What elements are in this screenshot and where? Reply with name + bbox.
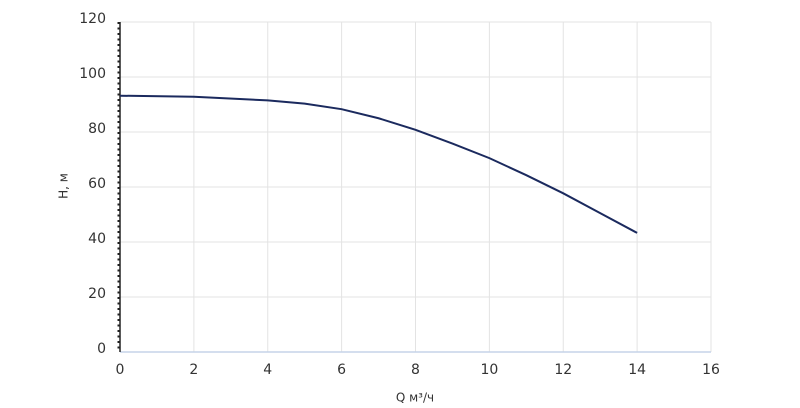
- y-tick-label: 60: [88, 176, 106, 192]
- y-tick-label: 40: [88, 231, 106, 247]
- y-tick-label: 100: [79, 66, 106, 82]
- y-axis-label: H, м: [57, 173, 71, 199]
- x-axis-label: Q м³/ч: [396, 391, 434, 405]
- x-tick-label: 12: [554, 362, 572, 378]
- x-tick-label: 4: [263, 362, 272, 378]
- line-series: [119, 94, 638, 234]
- y-tick-label: 0: [97, 341, 106, 357]
- y-tick-label: 20: [88, 286, 106, 302]
- x-tick-label: 8: [411, 362, 420, 378]
- x-tick-label: 2: [189, 362, 198, 378]
- x-tick-label: 6: [337, 362, 346, 378]
- y-tick-label: 80: [88, 121, 106, 137]
- x-tick-label: 14: [628, 362, 646, 378]
- y-tick-label: 120: [79, 11, 106, 27]
- x-tick-label: 16: [702, 362, 720, 378]
- x-tick-label: 0: [116, 362, 125, 378]
- x-tick-label: 10: [480, 362, 498, 378]
